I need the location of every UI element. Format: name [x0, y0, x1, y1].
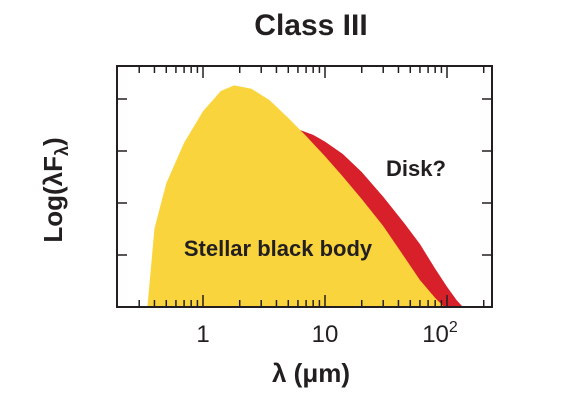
- stellar-blackbody-label: Stellar black body: [184, 236, 373, 261]
- disk-label: Disk?: [386, 156, 446, 181]
- x-tick-label-10: 10: [312, 321, 339, 348]
- x-axis-title: λ (μm): [272, 358, 350, 388]
- stellar-blackbody-area: [147, 85, 445, 308]
- x-tick-label-100: 102: [422, 319, 458, 348]
- chart-title: Class III: [254, 9, 367, 42]
- plot-frame: [116, 65, 493, 308]
- plot-area: [147, 85, 463, 308]
- x-tick-label-1: 1: [196, 321, 209, 348]
- axis-ticks: [117, 66, 492, 307]
- y-axis-title: Log(λFλ): [38, 137, 72, 242]
